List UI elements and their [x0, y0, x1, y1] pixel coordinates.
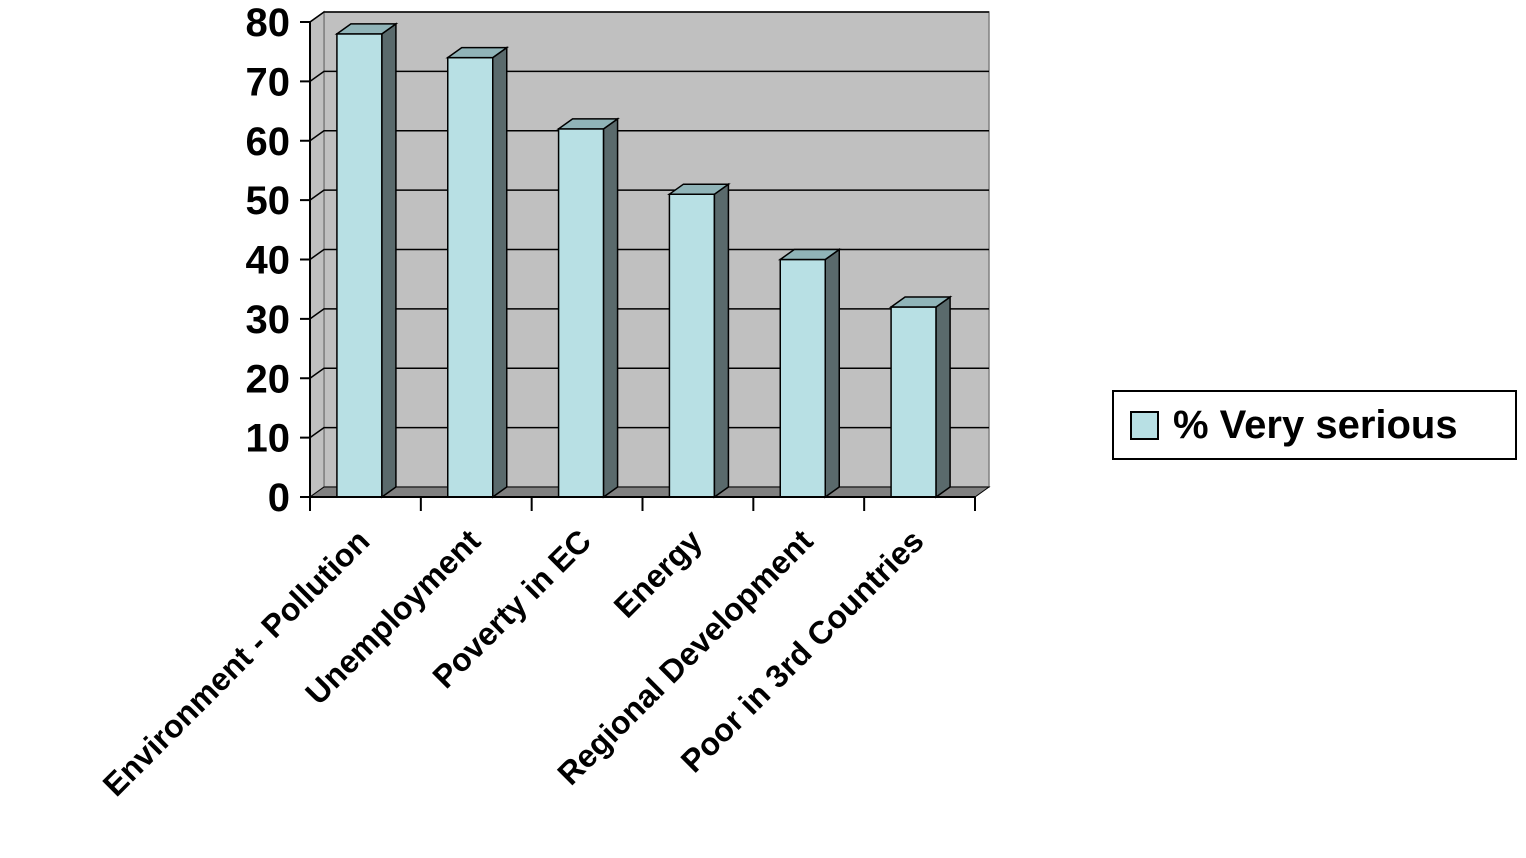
- bar-front: [447, 56, 494, 498]
- y-tick-label: 60: [246, 120, 291, 164]
- bar-front: [557, 128, 605, 498]
- floor: [308, 486, 991, 498]
- bar-front: [779, 258, 826, 498]
- y-tick-label: 20: [246, 357, 291, 401]
- y-tick-label: 30: [246, 298, 291, 342]
- bar-top: [777, 248, 842, 261]
- y-axis-tick-labels: 0 10 20 30 40 50 60 70 80: [246, 1, 291, 520]
- bar-front: [668, 193, 716, 498]
- bar-top: [334, 23, 399, 35]
- bar: [334, 22, 399, 499]
- y-tick-label: 50: [246, 179, 291, 223]
- gridline: [309, 189, 989, 201]
- gridline: [309, 11, 989, 23]
- bar-side: [935, 295, 951, 499]
- legend-swatch: [1130, 410, 1159, 440]
- y-tick-label: 40: [246, 239, 291, 283]
- y-tick-label: 80: [246, 1, 291, 45]
- axes: [300, 21, 976, 511]
- y-tick-label: 70: [246, 60, 291, 104]
- bar: [777, 248, 842, 499]
- legend: % Very serious: [1112, 390, 1517, 460]
- bar-front: [336, 33, 383, 498]
- gridline: [309, 248, 989, 261]
- bar: [556, 117, 620, 499]
- bar: [445, 46, 510, 499]
- bar: [888, 295, 953, 499]
- x-axis-category-labels: Environment - PollutionUnemploymentPover…: [96, 522, 931, 803]
- bars: [334, 22, 953, 499]
- x-category-label: Energy: [607, 522, 709, 624]
- bar-side: [602, 117, 619, 499]
- gridline: [309, 130, 989, 142]
- bar-side: [492, 46, 508, 499]
- bar: [667, 182, 731, 499]
- bar-side: [713, 182, 730, 499]
- gridline: [309, 70, 989, 82]
- gridline: [309, 308, 989, 320]
- bar-side: [824, 248, 840, 499]
- gridlines: [309, 11, 989, 439]
- y-tick-label: 10: [246, 417, 291, 461]
- gridline: [309, 426, 989, 439]
- bar-top: [888, 296, 953, 308]
- bar-side: [381, 22, 397, 499]
- bar-front: [890, 306, 937, 498]
- plot-area: [308, 10, 991, 499]
- y-tick-label: 0: [268, 476, 290, 520]
- bar-top: [445, 46, 510, 59]
- gridline: [309, 367, 989, 379]
- bar-top: [667, 183, 731, 195]
- legend-label: % Very serious: [1173, 402, 1458, 447]
- bar-top: [556, 118, 620, 130]
